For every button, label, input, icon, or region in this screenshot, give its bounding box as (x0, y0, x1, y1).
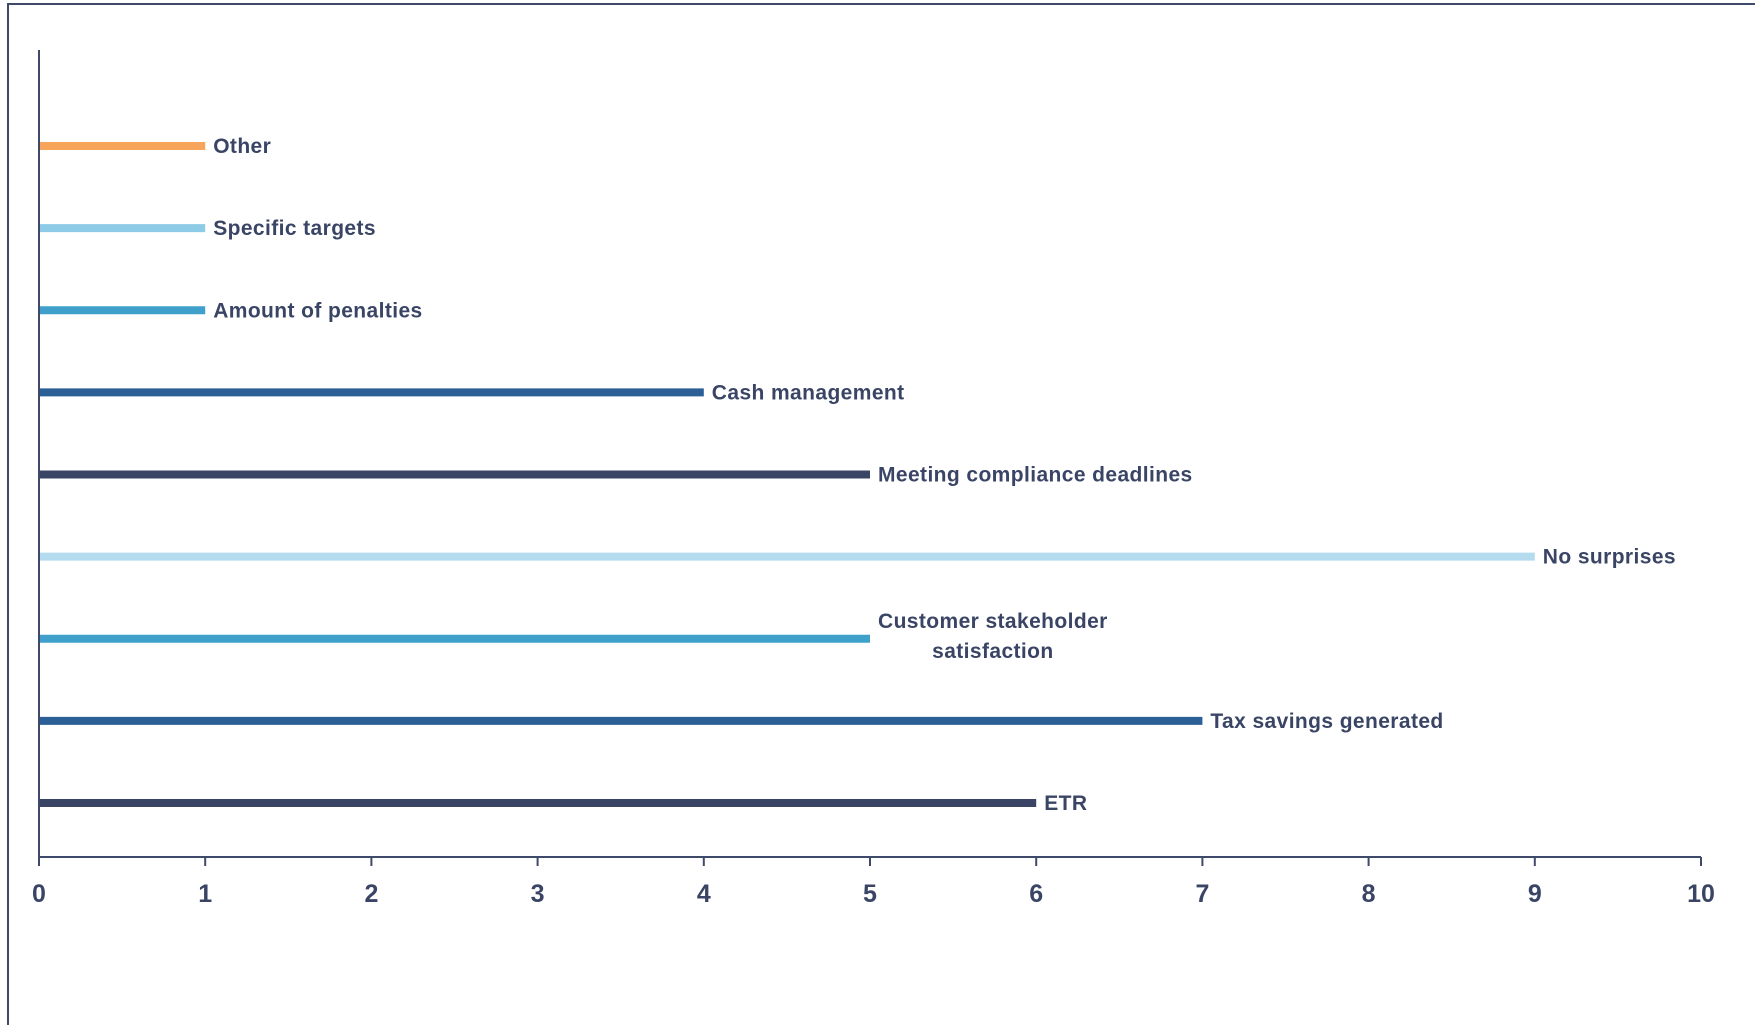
bar-0 (39, 799, 1037, 807)
x-tick-label-4: 4 (697, 880, 711, 908)
bar-label-1: Tax savings generated (1210, 710, 1443, 733)
x-tick-label-6: 6 (1029, 880, 1043, 908)
bar-7 (39, 224, 206, 233)
axis-layer: 0 1 2 3 4 5 6 7 8 9 10 (32, 50, 1715, 908)
bar-1 (39, 716, 1203, 725)
x-tick-label-8: 8 (1362, 880, 1376, 908)
labels-layer: ETR Tax savings generated Customer stakeho… (213, 135, 1676, 815)
bar-label-8: Other (213, 135, 271, 158)
bar-label-2-line-0: Customer stakeholder (878, 610, 1108, 633)
bar-label-0: ETR (1044, 792, 1087, 815)
x-tick-label-0: 0 (32, 880, 46, 908)
bar-label-2-line-1: satisfaction (932, 640, 1054, 663)
bar-label-6: Amount of penalties (213, 299, 422, 322)
bar-label-5: Cash management (712, 381, 905, 404)
bar-4 (39, 470, 870, 479)
bar-label-2: Customer stakeholder satisfaction (878, 610, 1108, 663)
x-tick-label-10: 10 (1687, 880, 1715, 908)
bar-label-4: Meeting compliance deadlines (878, 464, 1193, 487)
bar-8 (39, 142, 206, 150)
x-tick-label-9: 9 (1528, 880, 1542, 908)
bar-2 (39, 634, 870, 643)
x-tick-label-7: 7 (1195, 880, 1209, 908)
bar-6 (39, 306, 206, 315)
bars-layer (39, 142, 1535, 807)
bar-label-3: No surprises (1543, 546, 1676, 569)
bar-5 (39, 388, 704, 397)
x-tick-label-5: 5 (863, 880, 877, 908)
x-tick-label-2: 2 (364, 880, 378, 908)
bar-3 (39, 552, 1535, 561)
x-tick-label-1: 1 (198, 880, 212, 908)
x-tick-label-3: 3 (531, 880, 545, 908)
chart-frame (7, 3, 1755, 1025)
bar-label-7: Specific targets (213, 217, 376, 240)
